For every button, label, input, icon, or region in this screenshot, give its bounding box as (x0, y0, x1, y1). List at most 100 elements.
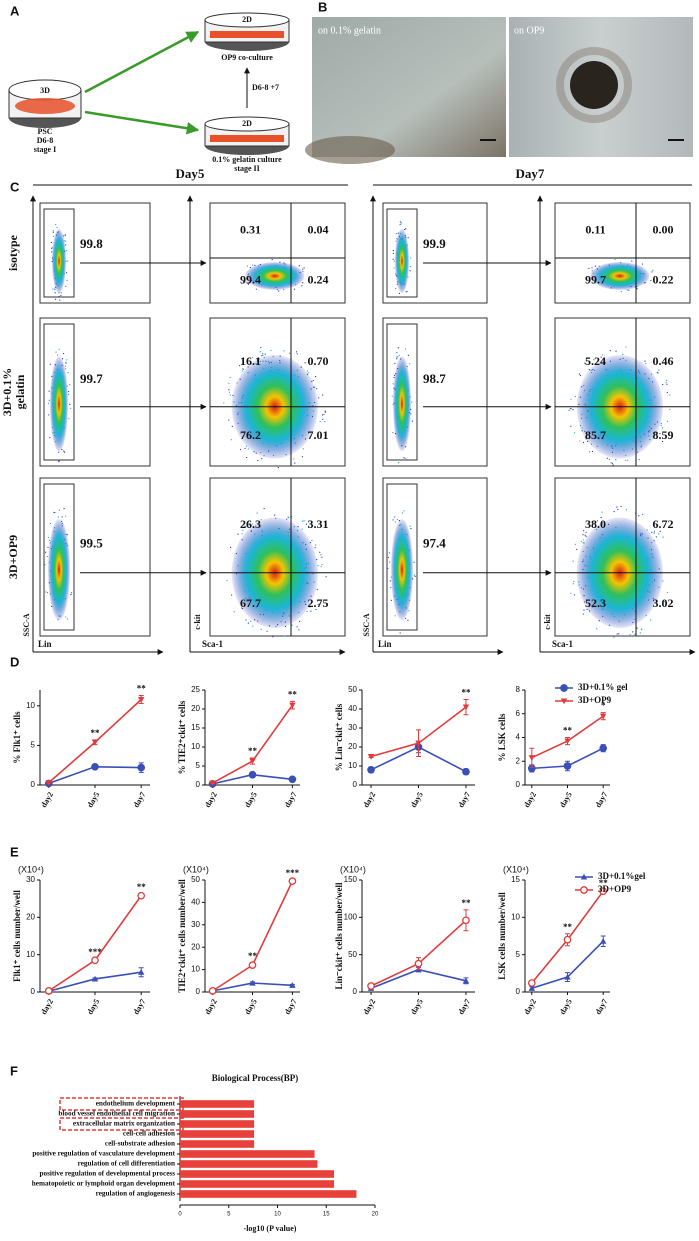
unit-label: (X10⁴) (18, 864, 44, 874)
panel-label: E (10, 844, 19, 859)
micrograph-label: on 0.1% gelatin (318, 25, 381, 36)
cell-dot (669, 408, 671, 411)
cell-dot (639, 632, 641, 634)
y-tick-label: 25 (191, 685, 200, 694)
point (91, 739, 99, 746)
bar (180, 1150, 315, 1158)
cell-dot (247, 520, 250, 522)
gate-value: 99.7 (80, 371, 103, 386)
x-tick-label: 15 (323, 1212, 330, 1218)
point (563, 762, 572, 770)
cell-dot (582, 539, 585, 541)
highlight-box (59, 1097, 184, 1111)
cell-dot (264, 353, 266, 355)
cell-dot (241, 533, 243, 535)
cell-dot (393, 376, 395, 379)
cell-dot (584, 362, 586, 364)
label: PSC (37, 127, 52, 136)
dish-label: 2D (242, 15, 252, 24)
x-tick-label: day7 (131, 997, 147, 1016)
cell-dot (256, 512, 258, 514)
cell-dot (260, 519, 262, 521)
quadrant-value: 0.31 (240, 222, 261, 236)
cell-dot (62, 352, 65, 355)
axis-label: c-kit (543, 614, 552, 630)
cell-dot (407, 237, 409, 239)
cell-dot (572, 583, 574, 585)
cell-dot (230, 439, 232, 441)
cell-dot (651, 531, 653, 533)
cell-dot (650, 619, 652, 621)
category-label: endothelium development (96, 1100, 176, 1108)
panel-label: B (318, 0, 327, 14)
y-tick-label: 10 (191, 742, 200, 751)
quadrant-value: 16.1 (240, 354, 261, 368)
x-tick-label: day5 (85, 790, 101, 809)
cell-dot (228, 391, 231, 393)
significance: ** (137, 684, 147, 694)
category-label: cell-substrate adhesion (105, 1140, 175, 1148)
cell-dot (63, 507, 65, 510)
cell-dot (634, 633, 636, 635)
significance: ** (91, 728, 101, 738)
category-label: positive regulation of vasculature devel… (32, 1150, 175, 1158)
cell-dot (666, 391, 668, 394)
point (599, 744, 608, 753)
quadrant-value: 0.04 (308, 222, 329, 236)
cell-dot (66, 618, 68, 620)
cell-dot (312, 379, 314, 381)
cell-dot (638, 458, 640, 461)
cell-dot (394, 362, 396, 365)
cell-dot (392, 249, 394, 252)
cell-dot (302, 282, 304, 284)
y-tick-label: 10 (511, 912, 520, 921)
cell-dot (309, 606, 311, 608)
x-tick-label: day7 (593, 790, 609, 809)
quadrant-value: 85.7 (585, 428, 606, 442)
bar (180, 1130, 255, 1138)
label: stage I (34, 145, 56, 154)
cell-dot (45, 591, 47, 593)
gate-value: 99.8 (80, 236, 103, 251)
point (528, 755, 535, 761)
line (370, 919, 467, 987)
cell-dot (665, 381, 667, 383)
gate (43, 323, 75, 461)
cell-dot (45, 551, 47, 553)
cell-dot (582, 613, 584, 615)
row-label: 3D+0.1% (0, 368, 14, 417)
unit-label: (X10⁴) (340, 864, 366, 874)
cell-dot (301, 456, 304, 458)
cell-dot (249, 620, 252, 622)
cell-dot (52, 235, 54, 237)
cell-dot (625, 346, 627, 348)
y-tick-label: 15 (511, 875, 520, 884)
cell-dot (390, 586, 392, 588)
cell-dot (271, 259, 273, 261)
cell-dot (584, 534, 586, 536)
cell-dot (231, 425, 233, 427)
cell-dot (573, 580, 575, 582)
dish (204, 116, 290, 132)
cell-dot (620, 290, 622, 293)
cell-dot (67, 260, 69, 262)
y-tick-label: 20 (26, 912, 35, 921)
y-axis-label: % TIE2⁺ckit⁺ cells (177, 700, 187, 774)
point (288, 877, 297, 885)
cell-dot (395, 233, 397, 235)
cell-dot (407, 619, 409, 621)
point (289, 982, 296, 988)
cell-dot (392, 252, 394, 254)
category-label: blood vessel endothelial cell migration (58, 1110, 175, 1118)
cell-dot (321, 556, 323, 558)
row-label: gelatin (13, 374, 27, 409)
axis-label: Lin (378, 639, 392, 649)
cell-dot (61, 516, 63, 518)
cell-dot (306, 370, 309, 372)
cell-dot (65, 515, 67, 517)
point (527, 979, 536, 987)
cells (15, 98, 75, 114)
line (531, 715, 604, 759)
y-tick-label: 0 (31, 780, 36, 789)
point (560, 698, 568, 705)
